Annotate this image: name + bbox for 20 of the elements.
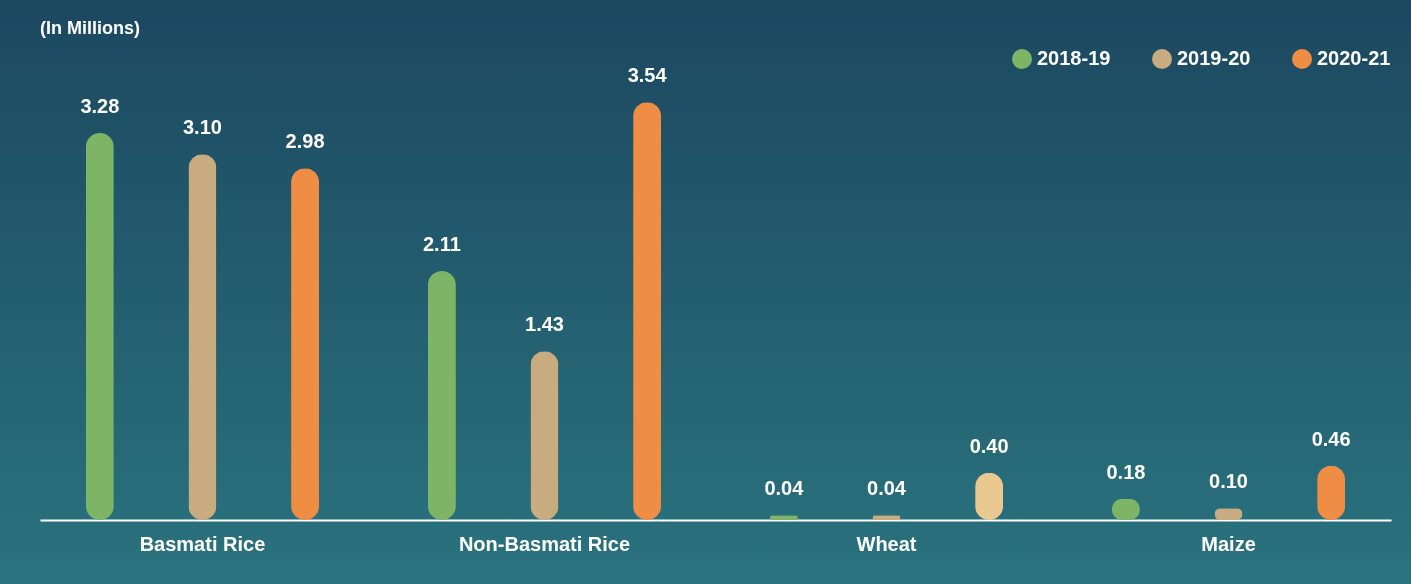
text: (In Millions) — [40, 18, 140, 38]
x-tick-label: Basmati Rice — [139, 532, 266, 555]
data-label: 2.98 — [285, 130, 325, 153]
data-label: 3.28 — [80, 94, 120, 117]
data-label: 0.04 — [867, 477, 907, 500]
x-tick-label: Maize — [1201, 532, 1256, 555]
data-label: 0.40 — [969, 434, 1009, 457]
data-label: 0.10 — [1209, 470, 1249, 493]
data-label: 0.18 — [1106, 460, 1146, 483]
legend-label: 2020-21 — [1317, 47, 1391, 69]
data-label: 3.54 — [627, 64, 668, 87]
x-tick-label: Non-Basmati Rice — [458, 532, 631, 555]
data-label: 2.11 — [422, 233, 461, 256]
data-label: 0.04 — [764, 477, 805, 500]
data-label: 0.46 — [1311, 427, 1351, 450]
data-label: 3.10 — [182, 116, 222, 139]
legend-label: 2018-19 — [1037, 47, 1111, 69]
x-tick-label: Wheat — [856, 532, 917, 555]
legend-label: 2019-20 — [1177, 47, 1251, 69]
data-label: 1.43 — [525, 313, 564, 336]
